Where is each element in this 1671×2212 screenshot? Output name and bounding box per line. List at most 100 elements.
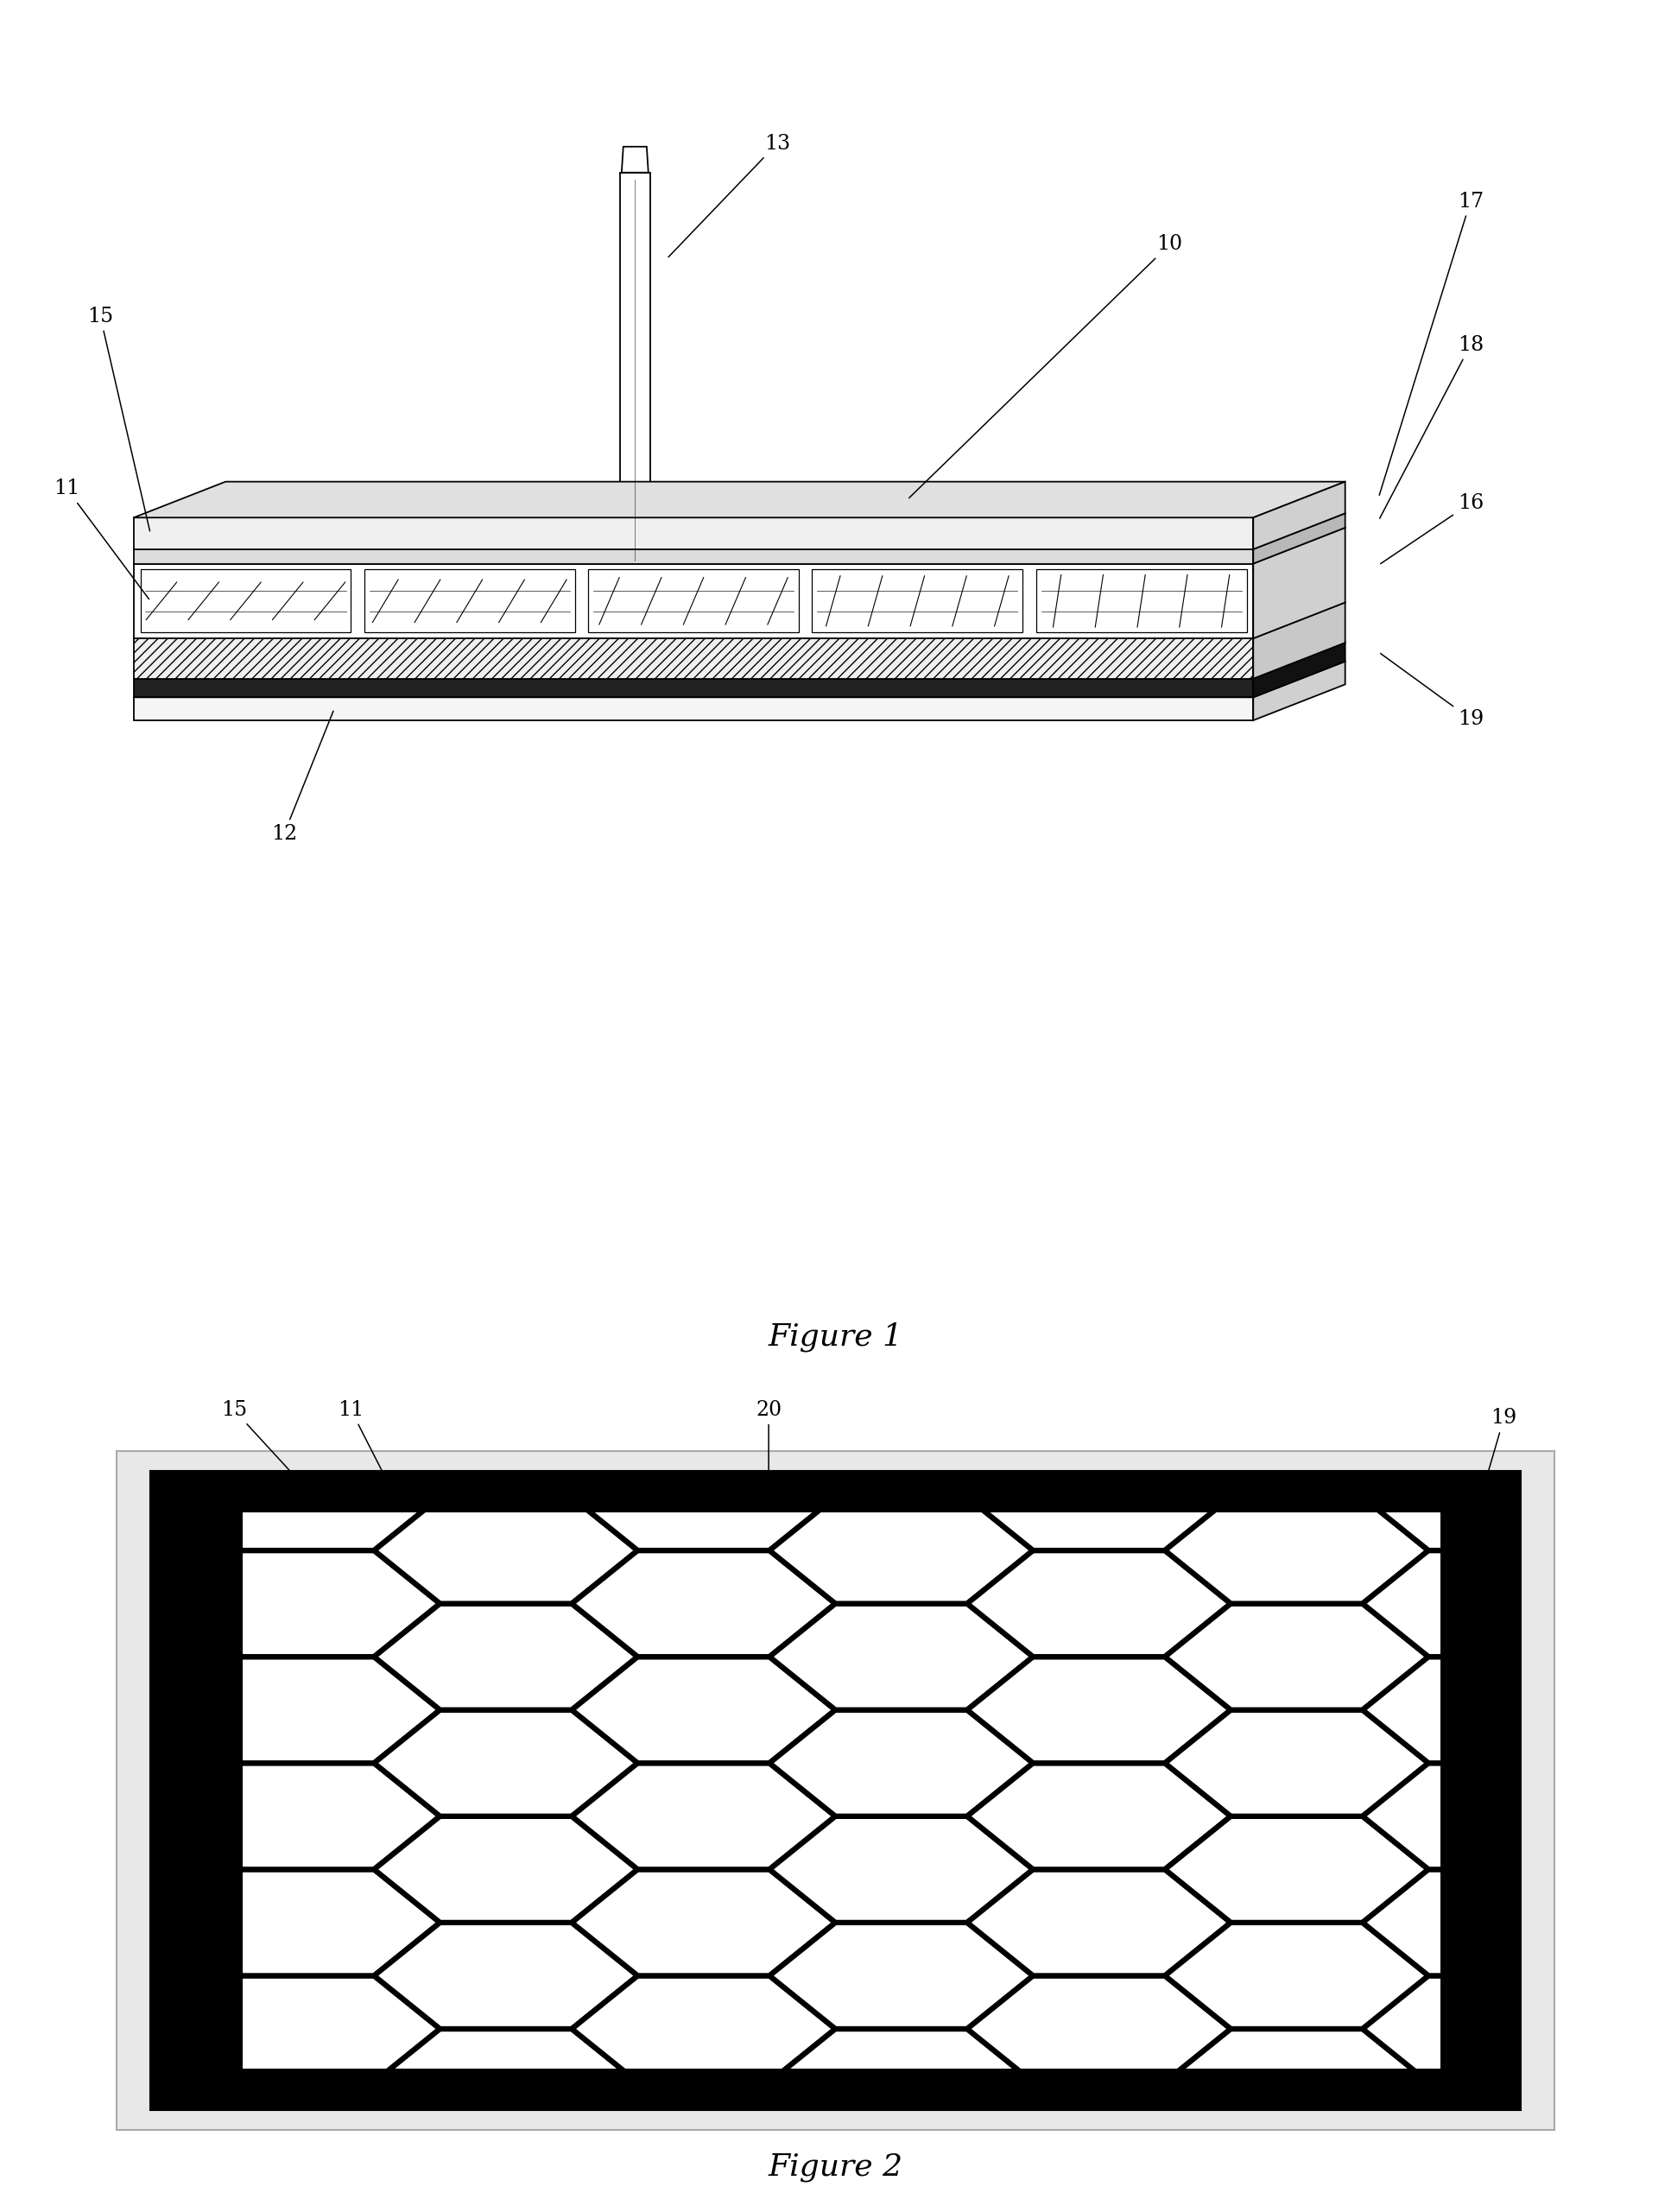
Polygon shape bbox=[134, 661, 1345, 697]
Polygon shape bbox=[134, 679, 1253, 697]
Text: 13: 13 bbox=[668, 135, 790, 257]
Polygon shape bbox=[0, 1922, 242, 2028]
Polygon shape bbox=[968, 1763, 1232, 1869]
Polygon shape bbox=[1165, 2028, 1429, 2135]
Text: 15: 15 bbox=[221, 1400, 307, 1491]
Polygon shape bbox=[622, 146, 648, 173]
Polygon shape bbox=[374, 2028, 638, 2135]
Polygon shape bbox=[134, 518, 1253, 549]
Polygon shape bbox=[968, 1657, 1232, 1763]
Polygon shape bbox=[968, 1869, 1232, 1975]
Polygon shape bbox=[374, 1922, 638, 2028]
Polygon shape bbox=[374, 1604, 638, 1710]
Polygon shape bbox=[134, 697, 1253, 721]
Text: 19: 19 bbox=[1380, 653, 1484, 728]
Polygon shape bbox=[1036, 568, 1247, 633]
Polygon shape bbox=[0, 1391, 242, 1498]
Polygon shape bbox=[571, 1975, 836, 2081]
Polygon shape bbox=[620, 173, 650, 568]
Polygon shape bbox=[769, 1816, 1033, 1922]
Polygon shape bbox=[968, 2081, 1232, 2188]
Polygon shape bbox=[150, 1471, 1521, 2110]
Text: 11: 11 bbox=[338, 1400, 391, 1489]
Text: 15: 15 bbox=[87, 307, 150, 531]
Polygon shape bbox=[769, 1922, 1033, 2028]
Polygon shape bbox=[0, 1498, 242, 1604]
Polygon shape bbox=[1362, 1551, 1626, 1657]
Text: 12: 12 bbox=[271, 710, 333, 843]
Text: Figure 1: Figure 1 bbox=[769, 1323, 902, 1352]
Polygon shape bbox=[177, 1444, 439, 1551]
Polygon shape bbox=[140, 568, 351, 633]
Polygon shape bbox=[571, 1657, 836, 1763]
Text: 17: 17 bbox=[1379, 192, 1484, 495]
Polygon shape bbox=[1362, 1975, 1626, 2081]
Polygon shape bbox=[1253, 602, 1345, 679]
Polygon shape bbox=[1362, 1869, 1626, 1975]
Polygon shape bbox=[242, 1513, 1440, 2068]
Polygon shape bbox=[0, 1604, 242, 1710]
Polygon shape bbox=[374, 1391, 638, 1498]
Polygon shape bbox=[571, 1869, 836, 1975]
Polygon shape bbox=[1362, 1657, 1626, 1763]
Polygon shape bbox=[177, 1869, 439, 1975]
Text: 10: 10 bbox=[909, 234, 1183, 498]
Text: Figure 2: Figure 2 bbox=[769, 2152, 902, 2181]
Polygon shape bbox=[571, 1551, 836, 1657]
Polygon shape bbox=[134, 482, 1345, 518]
Polygon shape bbox=[134, 564, 1253, 639]
Polygon shape bbox=[134, 513, 1345, 549]
Polygon shape bbox=[0, 2028, 242, 2135]
Polygon shape bbox=[1362, 2081, 1626, 2188]
Polygon shape bbox=[1362, 1763, 1626, 1869]
Polygon shape bbox=[1165, 1710, 1429, 1816]
Polygon shape bbox=[374, 1816, 638, 1922]
Polygon shape bbox=[769, 2028, 1033, 2135]
Polygon shape bbox=[242, 1513, 1440, 2068]
Text: 21: 21 bbox=[1405, 1522, 1517, 1655]
Polygon shape bbox=[571, 1444, 836, 1551]
Polygon shape bbox=[769, 1604, 1033, 1710]
Polygon shape bbox=[769, 1498, 1033, 1604]
Polygon shape bbox=[1253, 529, 1345, 639]
Polygon shape bbox=[117, 1451, 1554, 2130]
Polygon shape bbox=[968, 1444, 1232, 1551]
Polygon shape bbox=[0, 1816, 242, 1922]
Polygon shape bbox=[1165, 1498, 1429, 1604]
Polygon shape bbox=[1165, 1391, 1429, 1498]
Polygon shape bbox=[177, 1763, 439, 1869]
Polygon shape bbox=[134, 639, 1253, 679]
Polygon shape bbox=[571, 2081, 836, 2188]
Polygon shape bbox=[134, 549, 1253, 564]
Polygon shape bbox=[374, 1498, 638, 1604]
Polygon shape bbox=[177, 1657, 439, 1763]
Polygon shape bbox=[769, 1710, 1033, 1816]
Text: 18: 18 bbox=[1380, 336, 1484, 518]
Text: 16: 16 bbox=[1380, 493, 1484, 564]
Polygon shape bbox=[1253, 482, 1345, 549]
Polygon shape bbox=[0, 1710, 242, 1816]
Polygon shape bbox=[1165, 1922, 1429, 2028]
Polygon shape bbox=[620, 568, 650, 633]
Polygon shape bbox=[134, 529, 1345, 564]
Polygon shape bbox=[374, 1710, 638, 1816]
Polygon shape bbox=[571, 1763, 836, 1869]
Polygon shape bbox=[968, 1551, 1232, 1657]
Polygon shape bbox=[968, 1975, 1232, 2081]
Polygon shape bbox=[1253, 513, 1345, 564]
Polygon shape bbox=[769, 1391, 1033, 1498]
Text: 19: 19 bbox=[1470, 1409, 1517, 1531]
Polygon shape bbox=[1165, 1604, 1429, 1710]
Polygon shape bbox=[134, 644, 1345, 679]
Polygon shape bbox=[1253, 644, 1345, 697]
Text: 11: 11 bbox=[53, 480, 149, 599]
Polygon shape bbox=[177, 1975, 439, 2081]
Polygon shape bbox=[812, 568, 1023, 633]
Polygon shape bbox=[364, 568, 575, 633]
Polygon shape bbox=[1165, 1816, 1429, 1922]
Text: 20: 20 bbox=[755, 1400, 782, 1489]
Polygon shape bbox=[177, 1551, 439, 1657]
Polygon shape bbox=[177, 2081, 439, 2188]
Polygon shape bbox=[134, 602, 1345, 639]
Polygon shape bbox=[588, 568, 799, 633]
